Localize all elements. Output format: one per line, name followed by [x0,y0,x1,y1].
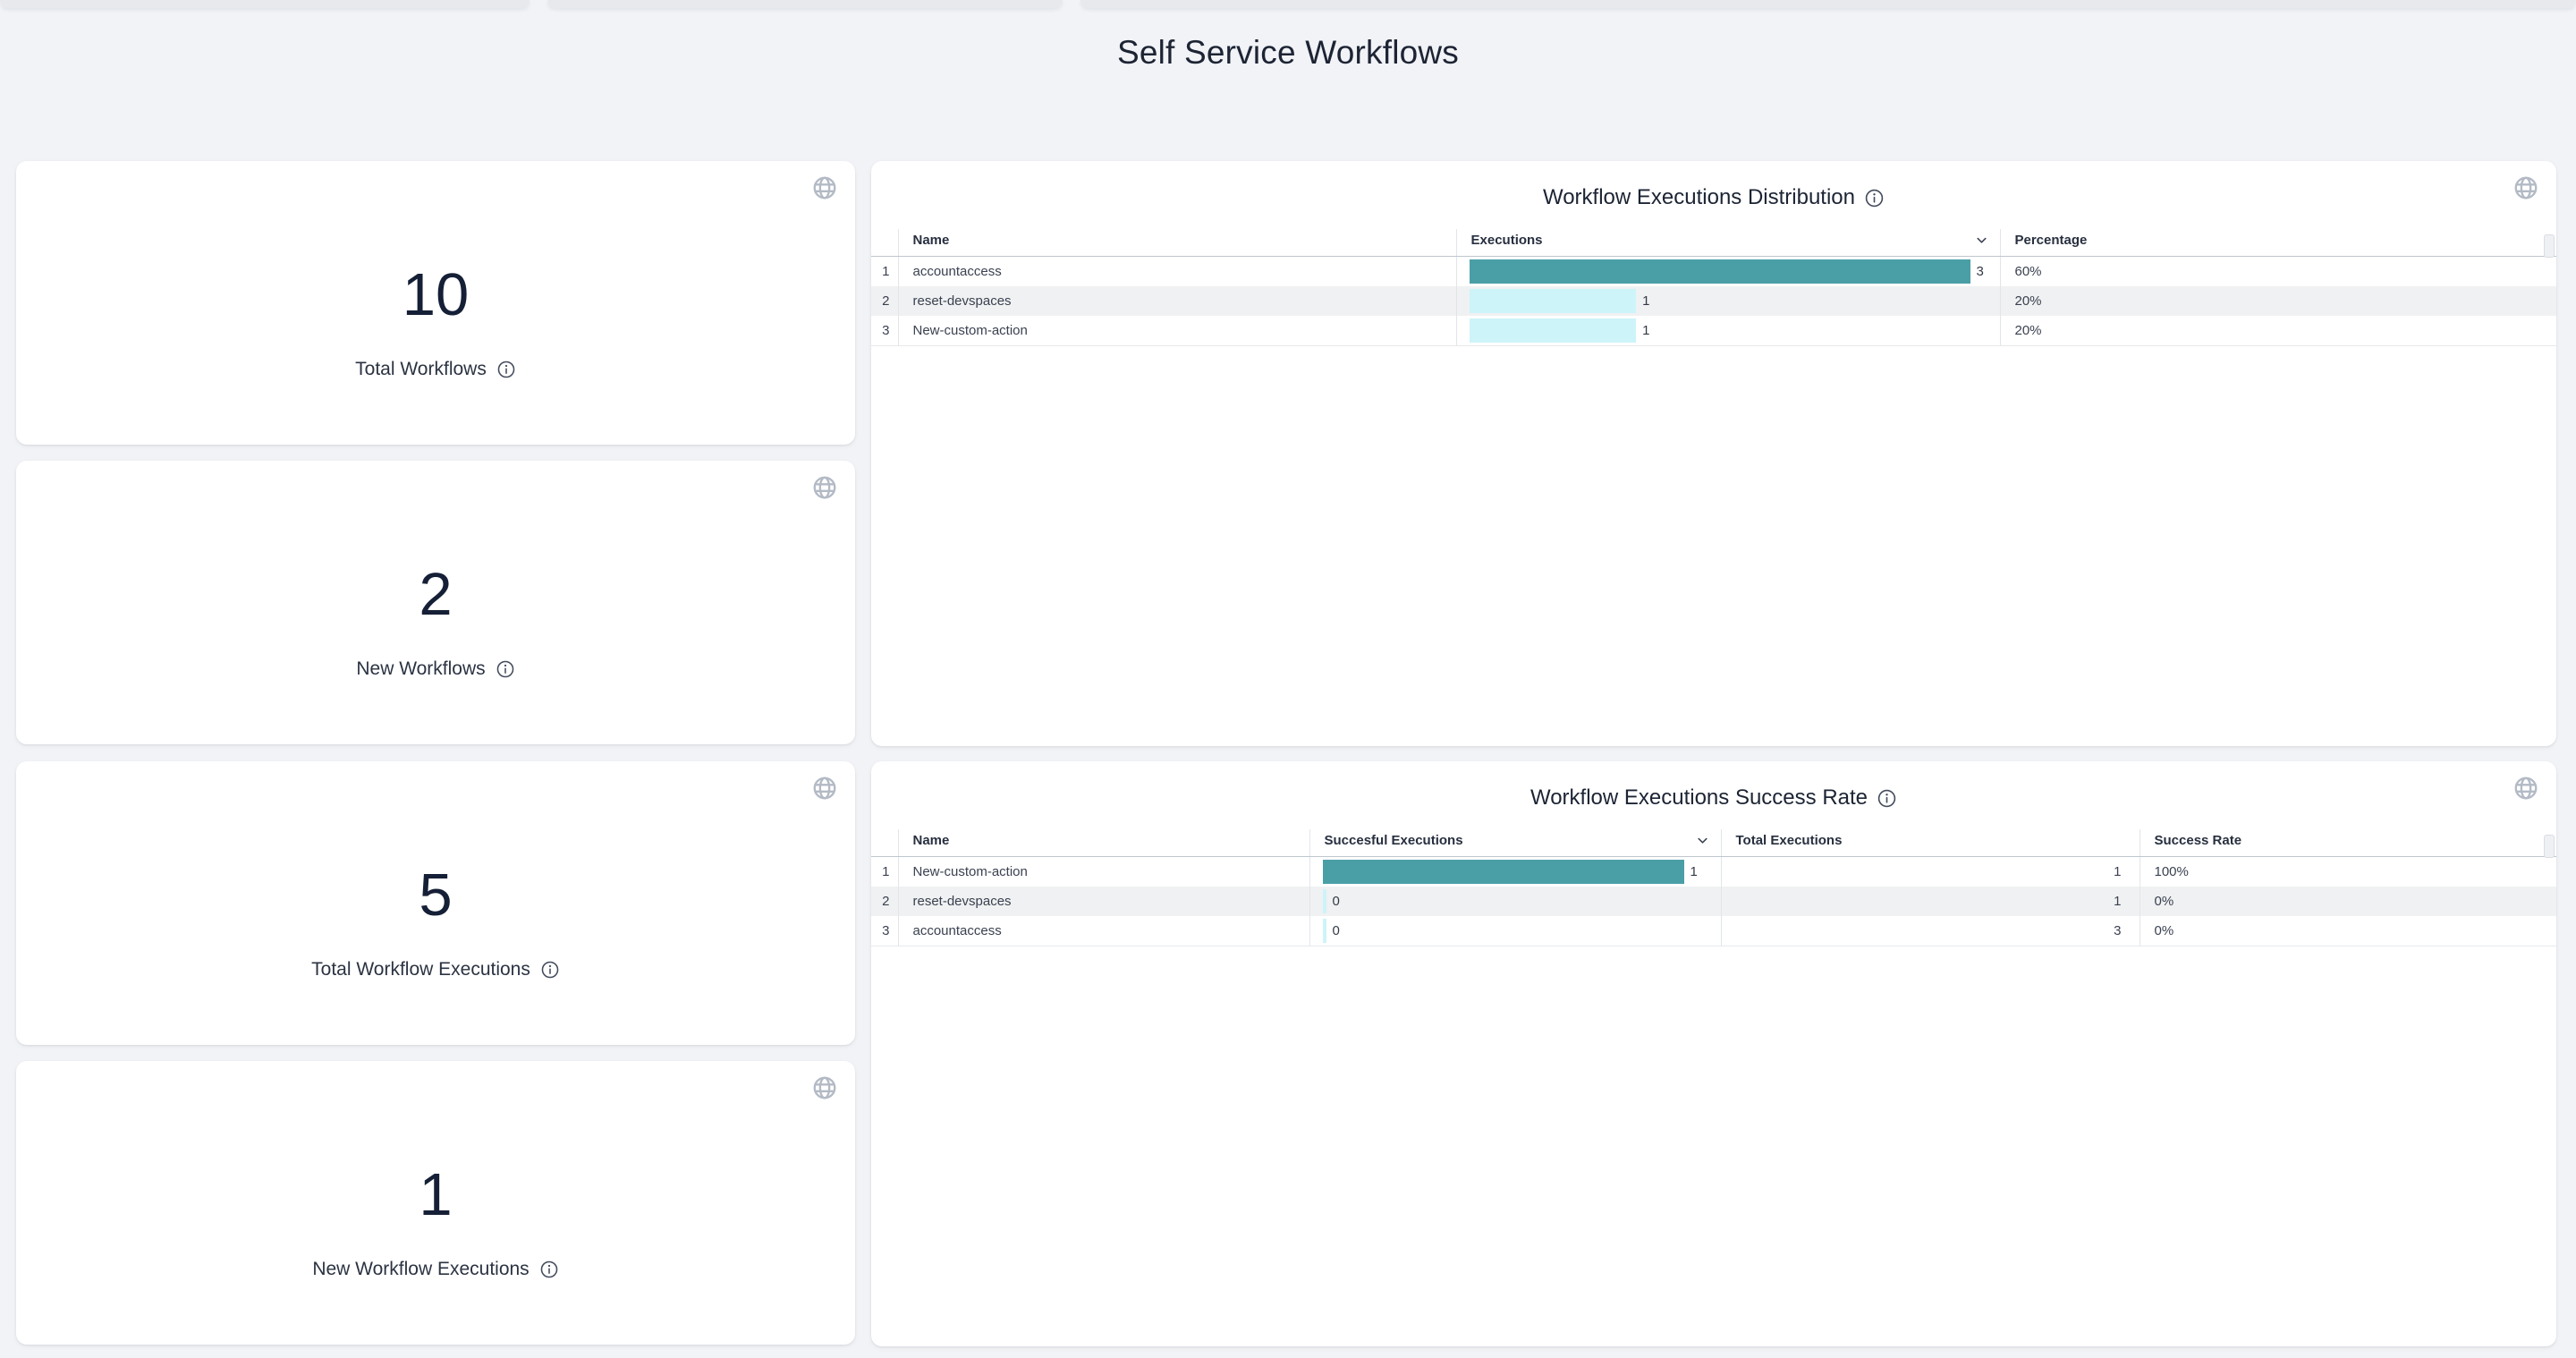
column-header-label: Name [912,833,950,849]
cutoff-card-top-1 [0,0,530,8]
bar-value-label: 1 [1642,322,1650,338]
column-header-executions[interactable]: Executions [1455,229,2000,257]
column-header-label: Succesful Executions [1324,833,1463,849]
globe-icon[interactable] [811,174,838,201]
cell-bar-executions: 3 [1455,256,2000,286]
stat-card-new-workflow-executions: 1 New Workflow Executions [16,1061,855,1345]
info-icon[interactable] [539,1260,559,1279]
column-header-label: Total Executions [1735,833,1843,849]
info-icon[interactable] [496,659,515,679]
stat-card-total-workflow-executions: 5 Total Workflow Executions [16,761,855,1045]
chevron-down-icon[interactable] [1695,833,1710,848]
column-header-label: Success Rate [2154,833,2242,849]
cell-bar-successful: 0 [1309,915,1721,946]
globe-icon[interactable] [811,1074,838,1101]
column-header-label: Executions [1470,233,1543,249]
stat-value: 5 [419,861,453,929]
cell-total: 3 [1720,915,2140,946]
table-row[interactable]: 3 New-custom-action 1 20% [871,315,2556,346]
cell-bar-executions: 1 [1455,315,2000,346]
cell-rate: 100% [2139,856,2556,887]
bar-value-label: 3 [1976,263,1984,279]
cell-bar-executions: 1 [1455,285,2000,316]
table-row[interactable]: 1 accountaccess 3 60% [871,256,2556,286]
stat-label: Total Workflows [355,359,487,379]
table-row[interactable]: 3 accountaccess 0 3 0% [871,915,2556,946]
chevron-down-icon[interactable] [1974,233,1989,248]
bar-value-label: 0 [1332,893,1340,909]
bar-value-label: 1 [1642,293,1650,309]
column-header-label: Name [912,233,950,249]
panel-workflow-executions-success-rate: Workflow Executions Success Rate Name Suc… [871,761,2556,1346]
value-bar [1322,888,1326,913]
globe-icon[interactable] [2512,174,2539,201]
cell-percentage: 60% [1999,256,2556,286]
cell-percentage: 20% [1999,315,2556,346]
cell-name: accountaccess [897,256,1456,286]
stat-card-total-workflows: 10 Total Workflows [16,161,855,445]
cutoff-card-top-3 [1080,0,2576,8]
info-icon[interactable] [496,360,516,379]
column-header-success-rate[interactable]: Success Rate [2139,829,2556,857]
column-header-total-executions[interactable]: Total Executions [1720,829,2140,857]
cutoff-card-top-2 [547,0,1063,8]
row-number-column-header [871,829,898,857]
cell-name: reset-devspaces [897,886,1309,916]
panel-title: Workflow Executions Distribution [1542,185,1856,209]
cell-name: accountaccess [897,915,1309,946]
stat-card-new-workflows: 2 New Workflows [16,461,855,744]
distribution-table: Name Executions Percentage 1 accountaccess 3 6… [871,229,2556,346]
row-number-column-header [871,229,898,257]
cell-name: New-custom-action [897,315,1456,346]
stat-label: New Workflows [356,658,486,679]
panel-workflow-executions-distribution: Workflow Executions Distribution Name Exe… [871,161,2556,746]
column-header-label: Percentage [2014,233,2088,249]
cell-rate: 0% [2139,915,2556,946]
column-header-name[interactable]: Name [897,829,1309,857]
cell-bar-successful: 0 [1309,886,1721,916]
stat-label: Total Workflow Executions [311,959,530,980]
success-rate-table: Name Succesful Executions Total Executions… [871,829,2556,946]
globe-icon[interactable] [811,474,838,501]
row-number: 1 [882,263,890,279]
cell-bar-successful: 1 [1309,856,1721,887]
cell-percentage: 20% [1999,285,2556,316]
globe-icon[interactable] [2512,775,2539,802]
bar-value-label: 1 [1690,863,1698,879]
panel-title: Workflow Executions Success Rate [1530,785,1868,810]
stat-value: 2 [419,561,453,628]
row-number: 3 [871,915,898,946]
stat-value: 1 [419,1161,453,1228]
info-icon[interactable] [540,960,560,980]
table-row[interactable]: 2 reset-devspaces 1 20% [871,285,2556,316]
value-bar [1469,259,1970,284]
cell-rate: 0% [2139,886,2556,916]
column-header-name[interactable]: Name [897,229,1456,257]
value-bar [1322,859,1684,884]
globe-icon[interactable] [811,775,838,802]
table-row[interactable]: 2 reset-devspaces 0 1 0% [871,886,2556,916]
stat-value: 10 [402,261,470,328]
value-bar [1322,918,1326,943]
row-number: 2 [882,893,890,909]
table-row[interactable]: 1 New-custom-action 1 1 100% [871,856,2556,887]
bar-value-label: 0 [1332,922,1340,938]
cell-total: 1 [1720,856,2140,887]
row-number: 1 [882,863,890,879]
page-title: Self Service Workflows [1116,34,1460,71]
info-icon[interactable] [1877,788,1897,809]
column-header-succesful-executions[interactable]: Succesful Executions [1309,829,1721,857]
row-number: 3 [871,315,898,346]
value-bar [1469,318,1637,343]
value-bar [1469,288,1637,313]
row-number: 2 [882,293,890,309]
info-icon[interactable] [1864,188,1885,208]
column-header-percentage[interactable]: Percentage [1999,229,2556,257]
cell-name: reset-devspaces [897,285,1456,316]
cell-total: 1 [1720,886,2140,916]
cell-name: New-custom-action [897,856,1309,887]
stat-label: New Workflow Executions [312,1259,530,1279]
